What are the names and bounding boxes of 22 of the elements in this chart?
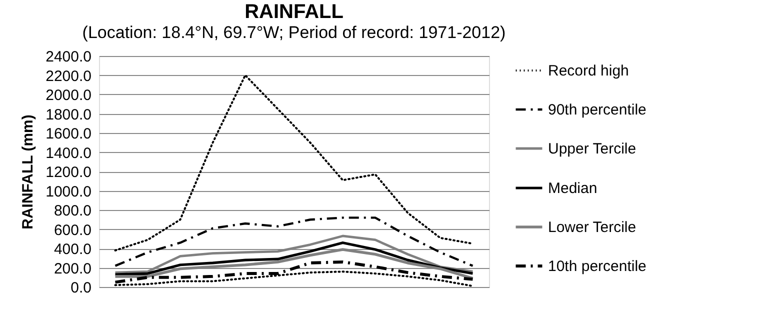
y-tick-label: 200.0	[54, 260, 92, 278]
y-tick-label: 2400.0	[46, 48, 92, 66]
y-tick-label: 2200.0	[46, 68, 92, 85]
chart-subtitle: (Location: 18.4°N, 69.7°W; Period of record: 1971-2012)	[82, 23, 506, 42]
legend-label: 10th percentile	[548, 258, 646, 275]
y-tick-label: 2000.0	[46, 87, 92, 104]
y-tick-label: 600.0	[54, 222, 92, 239]
legend-label: Median	[548, 180, 598, 197]
y-tick-label: 1800.0	[46, 106, 92, 124]
y-tick-label: 1600.0	[46, 126, 92, 142]
y-tick-label: 1200.0	[46, 164, 92, 181]
legend-label: Upper Tercile	[548, 140, 636, 158]
y-axis-title: RAINFALL (mm)	[20, 114, 37, 230]
y-tick-label: 1000.0	[46, 183, 92, 200]
chart-title: RAINFALL	[244, 1, 344, 23]
legend-label: Record high	[548, 62, 629, 80]
legend-label: Lower Tercile	[548, 219, 636, 236]
legend-label: 90th percentile	[548, 102, 646, 118]
y-tick-label: 800.0	[54, 202, 92, 220]
y-tick-label: 1400.0	[46, 144, 92, 162]
y-tick-label: 0.0	[70, 280, 92, 296]
y-tick-label: 400.0	[54, 241, 92, 258]
